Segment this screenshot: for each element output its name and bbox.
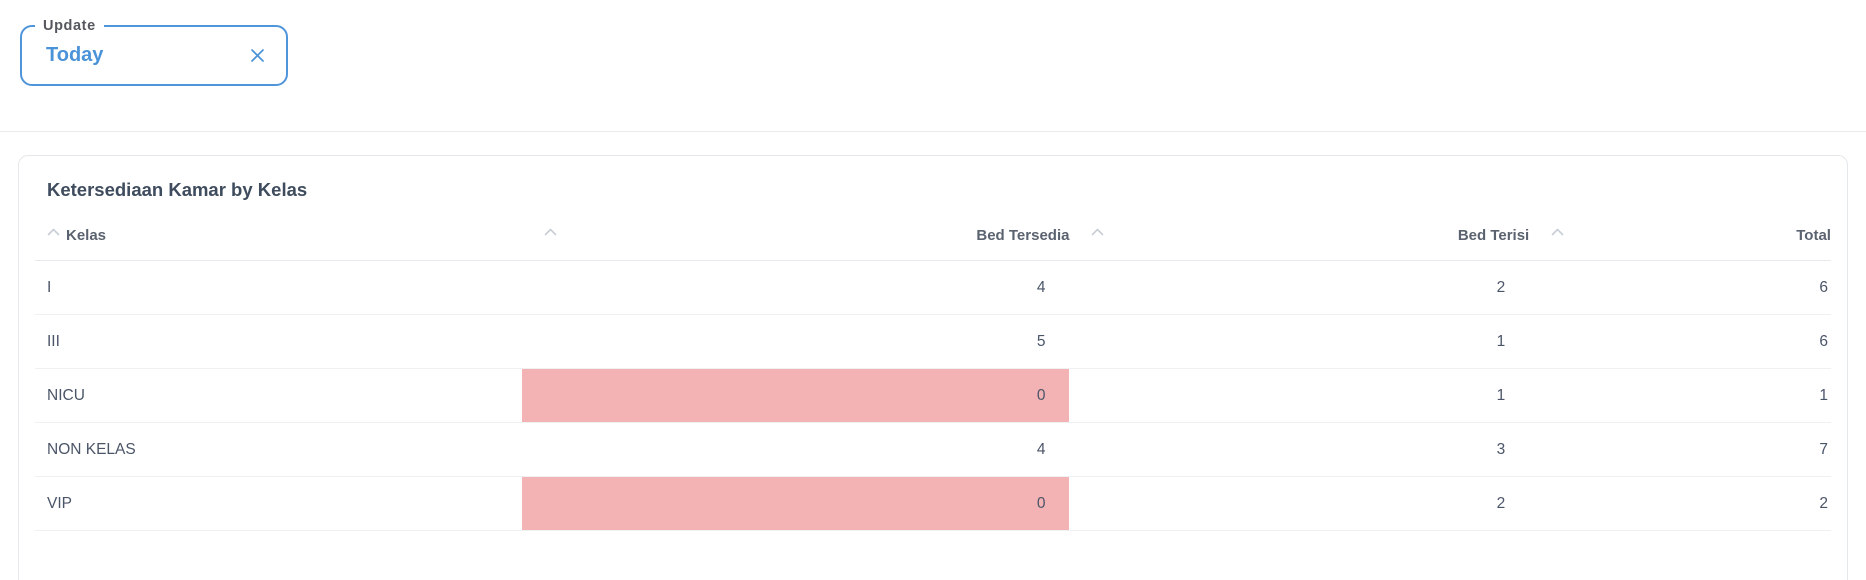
filter-chip-update[interactable]: Update Today xyxy=(20,17,288,86)
chevron-up-icon[interactable] xyxy=(1551,228,1564,236)
chevron-up-icon[interactable] xyxy=(544,228,557,236)
column-label: Bed Tersedia xyxy=(976,227,1070,244)
cell-total: 6 xyxy=(1819,278,1828,296)
room-availability-table: Kelas Bed Tersedia Bed Terisi Total xyxy=(35,211,1831,531)
table-header-row: Kelas Bed Tersedia Bed Terisi Total xyxy=(35,211,1831,261)
column-header-bed-terisi[interactable]: Bed Terisi xyxy=(1069,211,1529,260)
cell-bed-tersedia: 5 xyxy=(1036,332,1046,350)
chevron-up-icon[interactable] xyxy=(1091,228,1104,236)
column-header-total[interactable]: Total xyxy=(1529,211,1831,260)
cell-bed-terisi: 3 xyxy=(1496,440,1506,458)
chevron-up-icon[interactable] xyxy=(47,228,60,236)
cell-bed-terisi: 1 xyxy=(1496,386,1506,404)
table-row[interactable]: I 4 2 6 xyxy=(35,261,1831,315)
table-row[interactable]: NICU 0 1 1 xyxy=(35,369,1831,423)
cell-bed-terisi: 2 xyxy=(1496,494,1506,512)
cell-bed-tersedia: 4 xyxy=(1036,278,1046,296)
cell-bed-tersedia: 4 xyxy=(1036,440,1046,458)
card-title: Ketersediaan Kamar by Kelas xyxy=(47,179,308,200)
column-label: Total xyxy=(1796,227,1831,244)
cell-total: 6 xyxy=(1819,332,1828,350)
filter-chip-label: Update xyxy=(35,17,104,35)
cell-total: 7 xyxy=(1819,440,1828,458)
cell-total: 2 xyxy=(1819,494,1828,512)
column-label: Kelas xyxy=(66,227,107,244)
table-row[interactable]: NON KELAS 4 3 7 xyxy=(35,423,1831,477)
page-divider xyxy=(0,131,1866,132)
cell-kelas: VIP xyxy=(47,494,72,512)
cell-bed-tersedia: 0 xyxy=(521,369,1070,422)
cell-total: 1 xyxy=(1819,386,1828,404)
close-icon[interactable] xyxy=(247,46,267,66)
cell-kelas: III xyxy=(47,332,60,350)
cell-bed-terisi: 2 xyxy=(1496,278,1506,296)
cell-kelas: NON KELAS xyxy=(47,440,136,458)
cell-bed-terisi: 1 xyxy=(1496,332,1506,350)
column-header-kelas[interactable]: Kelas xyxy=(35,211,522,260)
column-label: Bed Terisi xyxy=(1457,227,1530,244)
cell-kelas: NICU xyxy=(47,386,85,404)
room-availability-card: Ketersediaan Kamar by Kelas Kelas Bed Te… xyxy=(18,155,1848,580)
table-body: I 4 2 6 III 5 1 6 NICU 0 1 1 NON KELAS 4… xyxy=(35,261,1831,531)
column-header-bed-tersedia[interactable]: Bed Tersedia xyxy=(522,211,1070,260)
filter-chip-value: Today xyxy=(46,44,104,66)
cell-bed-tersedia: 0 xyxy=(521,477,1070,530)
table-row[interactable]: III 5 1 6 xyxy=(35,315,1831,369)
table-row[interactable]: VIP 0 2 2 xyxy=(35,477,1831,531)
cell-kelas: I xyxy=(47,278,52,296)
